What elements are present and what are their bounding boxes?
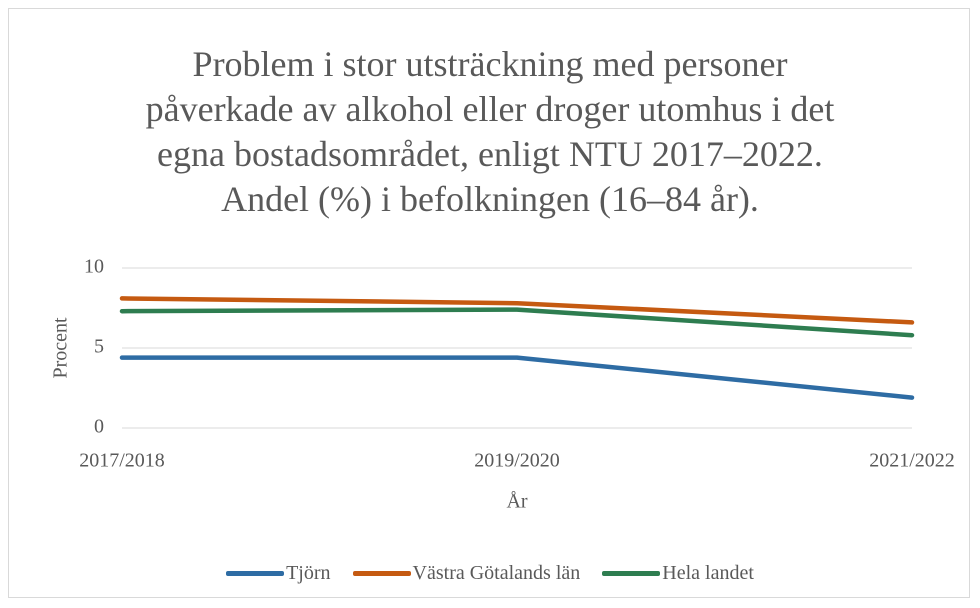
y-tick-label: 10 [84, 256, 104, 278]
legend-label: Hela landet [662, 562, 754, 584]
y-tick-label: 0 [94, 416, 104, 438]
legend-swatch [226, 571, 285, 576]
legend-item: Västra Götalands län [352, 562, 581, 585]
legend-swatch [602, 571, 661, 576]
series-line [119, 307, 915, 338]
legend-item: Tjörn [226, 562, 331, 585]
chart-frame [8, 8, 970, 598]
legend-swatch [352, 571, 411, 576]
series-line [119, 355, 915, 400]
legend-item: Hela landet [602, 562, 754, 585]
y-axis-label: Procent [50, 317, 72, 379]
legend-label: Västra Götalands län [412, 562, 581, 584]
x-tick-label: 2019/2020 [474, 450, 560, 472]
x-tick-label: 2021/2022 [869, 450, 955, 472]
y-tick-label: 5 [94, 336, 104, 358]
series-line [119, 296, 915, 325]
x-axis-label: År [506, 491, 527, 513]
chart-title: Problem i stor utsträckning med personer… [145, 44, 835, 219]
legend: Tjörn Västra Götalands län Hela landet [0, 562, 980, 585]
x-tick-label: 2017/2018 [79, 450, 165, 472]
legend-label: Tjörn [286, 562, 331, 584]
